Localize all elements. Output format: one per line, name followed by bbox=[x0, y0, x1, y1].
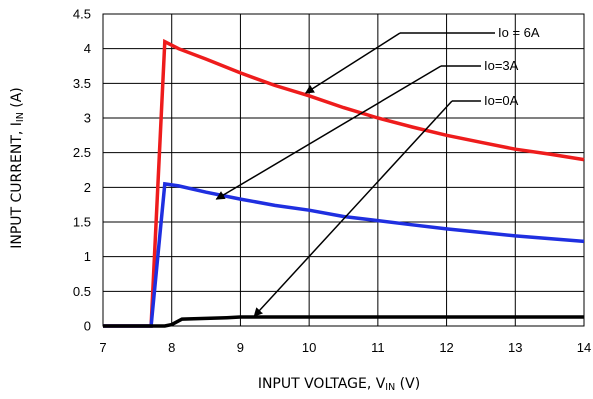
annotation-arrow bbox=[215, 65, 442, 200]
annotation-layer: Io = 6A Io=3A Io=0A bbox=[215, 25, 540, 317]
y-tick-label: 0.5 bbox=[73, 284, 91, 299]
x-tick-label: 11 bbox=[371, 340, 385, 355]
x-axis-title-main: INPUT VOLTAGE, V bbox=[258, 376, 386, 392]
y-tick-label: 1.5 bbox=[73, 215, 91, 230]
y-tick-label: 1 bbox=[84, 249, 91, 264]
y-tick-labels: 0 0.5 1 1.5 2 2.5 3 3.5 4 4.5 bbox=[73, 7, 91, 334]
annotation-arrow bbox=[304, 32, 401, 94]
x-tick-label: 12 bbox=[439, 340, 453, 355]
series-line-2 bbox=[103, 181, 585, 328]
annotation-label: Io = 6A bbox=[498, 25, 540, 40]
y-tick-label: 2 bbox=[84, 180, 91, 195]
y-axis-title-main: INPUT CURRENT, I bbox=[9, 122, 25, 249]
x-tick-label: 9 bbox=[237, 340, 244, 355]
y-axis-title: INPUT CURRENT, IIN (A) bbox=[9, 87, 26, 249]
annotation-label: Io=3A bbox=[484, 58, 519, 73]
x-tick-label: 13 bbox=[508, 340, 522, 355]
x-tick-label: 10 bbox=[302, 340, 316, 355]
series-line-1 bbox=[103, 38, 585, 328]
y-tick-label: 3.5 bbox=[73, 76, 91, 91]
x-tick-label: 14 bbox=[577, 340, 591, 355]
annotation-label: Io=0A bbox=[484, 93, 519, 108]
y-axis-title-sub: IN bbox=[15, 112, 26, 122]
y-tick-label: 4.5 bbox=[73, 7, 91, 22]
y-tick-label: 2.5 bbox=[73, 145, 91, 160]
plot-frame bbox=[102, 13, 585, 327]
x-axis-title-sub: IN bbox=[385, 382, 395, 393]
x-axis-title: INPUT VOLTAGE, VIN (V) bbox=[258, 376, 420, 393]
series-layer bbox=[103, 38, 585, 328]
plot-border bbox=[102, 13, 585, 327]
y-axis-title-unit: (A) bbox=[9, 87, 25, 112]
y-tick-label: 3 bbox=[84, 111, 91, 126]
y-tick-label: 0 bbox=[84, 319, 91, 334]
series-line-3 bbox=[103, 315, 584, 328]
x-axis-title-unit: (V) bbox=[395, 376, 420, 392]
x-tick-label: 7 bbox=[99, 340, 106, 355]
y-tick-label: 4 bbox=[84, 41, 91, 56]
annotation-arrow bbox=[253, 100, 453, 317]
x-tick-label: 8 bbox=[168, 340, 175, 355]
x-tick-labels: 7 8 9 10 11 12 13 14 bbox=[99, 340, 591, 355]
